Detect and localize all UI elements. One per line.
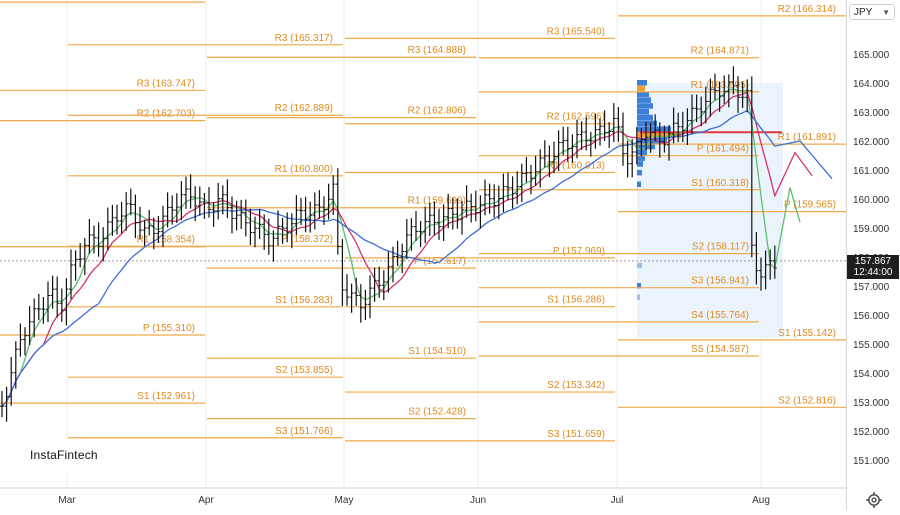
pivot-level-label: P (158.372): [281, 234, 333, 245]
pivot-level-label: S2 (152.816): [778, 395, 836, 406]
y-axis-tick-label: 157.000: [853, 282, 890, 293]
pivot-level-label: P (159.565): [784, 200, 836, 211]
volume-profile-bar: [637, 262, 642, 269]
pivot-level-label: S3 (156.941): [691, 276, 749, 287]
x-axis-tick-label: Jul: [611, 495, 624, 506]
volume-profile-bar: [637, 120, 657, 127]
y-axis-tick-label: 151.000: [853, 456, 890, 467]
ohlc-bars: [0, 66, 777, 422]
pivot-level-label: P (155.310): [143, 323, 195, 334]
pivot-level-label: S5 (154.587): [691, 344, 749, 355]
pivot-level-label: R2 (166.314): [778, 4, 836, 15]
y-axis-tick-label: 162.000: [853, 137, 890, 148]
y-axis-tick-label: 154.000: [853, 369, 890, 380]
y-axis-tick-label: 160.000: [853, 195, 890, 206]
x-axis-tick-label: Aug: [752, 495, 770, 506]
y-axis-tick-label: 165.000: [853, 50, 890, 61]
volume-profile-bar: [637, 103, 653, 109]
pivot-level-label: S1 (155.142): [778, 328, 836, 339]
pivot-level-label: R1 (159.699): [408, 196, 466, 207]
chevron-down-icon: ▼: [882, 8, 890, 17]
pivot-level-label: R1 (160.913): [547, 161, 605, 172]
pivot-level-label: R2 (164.871): [691, 46, 749, 57]
volume-profile-bar: [637, 114, 653, 121]
y-axis-tick-label: 161.000: [853, 166, 890, 177]
pivot-level-label: S1 (154.510): [408, 346, 466, 357]
pivot-level-label: S3 (151.766): [275, 426, 333, 437]
volume-profile-bar: [637, 80, 647, 86]
pivot-level-label: R1 (160.800): [275, 164, 333, 175]
pivot-level-label: R2 (162.806): [408, 106, 466, 117]
y-axis-tick-label: 156.000: [853, 311, 890, 322]
x-axis-tick-label: Mar: [58, 495, 76, 506]
volume-profile-bar: [637, 138, 667, 144]
pivot-level-label: R2 (162.703): [137, 109, 195, 120]
volume-profile-bar: [637, 169, 642, 176]
pivot-level-label: S2 (153.342): [547, 380, 605, 391]
volume-profile-bar: [637, 155, 645, 161]
pivot-level-label: S1 (156.286): [547, 295, 605, 306]
pivot-level-label: S1 (160.318): [691, 178, 749, 189]
pivot-level-label: S3 (151.659): [547, 429, 605, 440]
volume-profile-bar: [637, 181, 641, 187]
moving-average-line: [1, 91, 813, 407]
pivot-level-label: S2 (153.855): [275, 365, 333, 376]
pivot-level-label: R1 (158.354): [137, 235, 195, 246]
pivot-level-label: S4 (155.764): [691, 310, 749, 321]
pivot-level-label: R3 (164.888): [408, 45, 466, 56]
y-axis-tick-label: 152.000: [853, 427, 890, 438]
pivot-level-label: S2 (158.117): [692, 242, 749, 253]
pivot-level-label: R2 (162.596): [547, 112, 605, 123]
pivot-level-label: P (157.969): [553, 246, 605, 257]
volume-profile-box: [637, 83, 783, 338]
settings-gear-icon[interactable]: [866, 492, 882, 508]
pivot-level-label: S1 (152.961): [137, 391, 195, 402]
x-axis-tick-label: May: [335, 495, 354, 506]
volume-profile-bar: [637, 294, 640, 301]
y-axis-tick-label: 163.000: [853, 108, 890, 119]
volume-profile-bar: [637, 85, 645, 92]
x-axis-tick-label: Apr: [198, 495, 214, 506]
volume-profile-bar: [637, 126, 671, 132]
volume-profile: [637, 80, 783, 338]
last-price-value: 157.867: [854, 256, 892, 267]
pivot-level-label: S1 (156.283): [275, 295, 333, 306]
volume-profile-bar: [637, 161, 643, 167]
currency-label: JPY: [854, 7, 873, 18]
pivot-level-label: R3 (163.747): [137, 78, 195, 89]
volume-profile-bar: [637, 91, 649, 98]
y-axis-tick-label: 153.000: [853, 398, 890, 409]
pivot-level-label: R3 (165.540): [547, 26, 605, 37]
volume-profile-bar: [637, 97, 651, 103]
volume-profile-bar: [637, 283, 641, 289]
pivot-level-label: S2 (152.428): [408, 407, 466, 418]
bar-countdown: 12:44:00: [853, 267, 893, 278]
x-axis: Mar Apr May Jun Jul Aug: [0, 487, 846, 506]
pivot-levels: R4 (166.790) R3 (163.747) R2 (162.703) R1 (…: [0, 0, 846, 442]
currency-select[interactable]: JPY ▼: [849, 4, 895, 20]
y-axis-tick-label: 159.000: [853, 224, 890, 235]
volume-profile-bar: [637, 132, 681, 138]
x-axis-tick-label: Jun: [470, 495, 486, 506]
last-price-tag: 157.867 12:44:00: [847, 255, 899, 279]
pivot-level-label: R3 (165.317): [275, 33, 333, 44]
pivot-level-label: P (161.494): [697, 144, 749, 155]
y-axis-tick-label: 164.000: [853, 79, 890, 90]
pivot-level-label: R1 (161.891): [778, 132, 836, 143]
pivot-level-label: R4 (166.790): [137, 0, 195, 1]
y-axis-tick-label: 155.000: [853, 340, 890, 351]
pivot-level-label: R2 (162.889): [275, 103, 333, 114]
volume-profile-bar: [637, 109, 649, 115]
brand-logo: InstaFintech: [24, 440, 130, 470]
